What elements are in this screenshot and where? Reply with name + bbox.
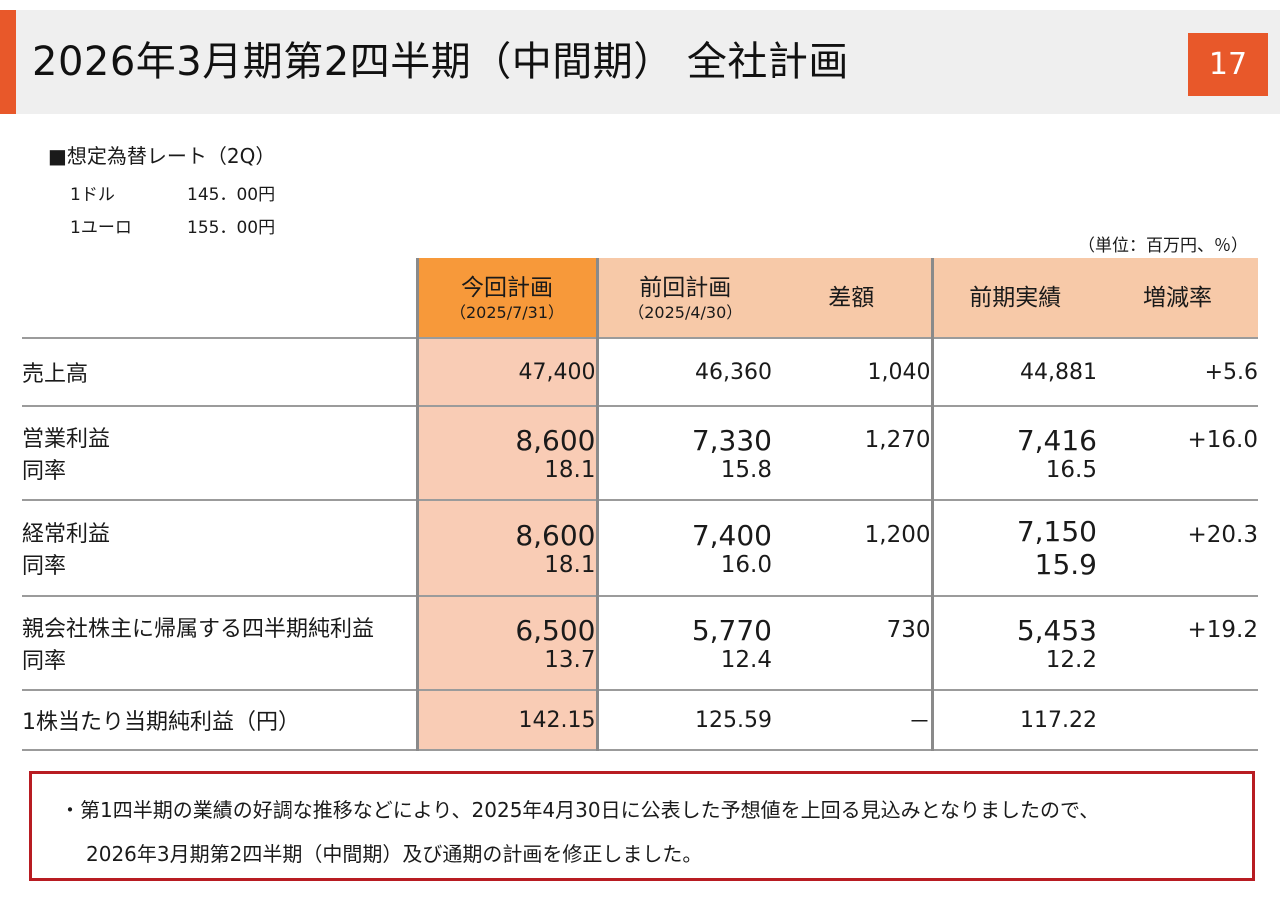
- rate-label: 同率: [22, 459, 67, 484]
- cell-previous: 7,400 16.0: [595, 500, 772, 597]
- row-label-cell: 経常利益 同率: [22, 500, 417, 597]
- value: 7,330: [691, 423, 772, 457]
- value: +20.3: [1187, 522, 1258, 548]
- value: 8,600: [515, 518, 596, 552]
- cell-change: +20.3: [1097, 500, 1258, 597]
- title-bar: [0, 10, 1280, 114]
- table-row-eps: 1株当たり当期純利益（円） 142.15 125.59 － 117.22: [22, 690, 1258, 751]
- note-line-1: ・第1四半期の業績の好調な推移などにより、2025年4月30日に公表した予想値を…: [60, 798, 1100, 822]
- fx-row-eur: 1ユーロ 155．00円: [0, 213, 400, 238]
- row-label: 営業利益: [22, 427, 111, 452]
- fx-label: 1ユーロ: [70, 218, 132, 238]
- column-header-change-rate: 増減率: [1097, 258, 1258, 339]
- column-header-difference: 差額: [772, 258, 932, 339]
- plan-table: 今回計画 （2025/7/31） 前回計画 （2025/4/30） 差額 前期実…: [22, 258, 1258, 751]
- row-label: 経常利益: [22, 522, 111, 547]
- column-header-label: 前回計画: [639, 274, 732, 301]
- page-number-badge: 17: [1188, 33, 1268, 96]
- cell-difference: 730: [772, 596, 932, 691]
- title-accent-bar: [0, 10, 16, 114]
- cell-previous: 7,330 15.8: [595, 406, 772, 501]
- value: 7,416: [1016, 423, 1097, 457]
- column-header-label: 前期実績: [969, 284, 1062, 311]
- value: 6,500: [515, 613, 596, 647]
- column-header-current-plan: 今回計画 （2025/7/31）: [415, 258, 597, 339]
- value: 5,770: [691, 613, 772, 647]
- value: 8,600: [515, 423, 596, 457]
- cell-prior: 5,453 12.2: [930, 596, 1097, 691]
- cell-change: +19.2: [1097, 596, 1258, 691]
- table-row-operating-income: 営業利益 同率 8,600 18.1 7,330 15.8 1,270: [22, 406, 1258, 501]
- column-header-label: 今回計画: [461, 274, 553, 301]
- row-label: 1株当たり当期純利益（円）: [22, 690, 417, 751]
- row-label-cell: 営業利益 同率: [22, 406, 417, 501]
- rate-label: 同率: [22, 554, 67, 579]
- cell-difference: 1,200: [772, 500, 932, 597]
- cell-current: 6,500 13.7: [415, 596, 597, 691]
- cell-current: 47,400: [415, 338, 597, 407]
- row-label: 親会社株主に帰属する四半期純利益: [22, 617, 375, 642]
- fx-rate-heading: ■想定為替レート（2Q）: [48, 144, 276, 168]
- value: 7,150: [1016, 515, 1097, 548]
- rate-value: 18.1: [544, 456, 596, 483]
- rate-value: 18.1: [544, 551, 596, 578]
- column-header-previous-plan: 前回計画 （2025/4/30）: [595, 258, 772, 339]
- rate-value: 13.7: [544, 646, 596, 673]
- value: 5,453: [1016, 613, 1097, 647]
- cell-difference: －: [772, 690, 932, 751]
- revision-note-box: ・第1四半期の業績の好調な推移などにより、2025年4月30日に公表した予想値を…: [29, 771, 1255, 881]
- column-header-label: 差額: [828, 284, 875, 311]
- cell-change: +16.0: [1097, 406, 1258, 501]
- rate-value: 12.4: [720, 646, 772, 673]
- row-label-cell: 親会社株主に帰属する四半期純利益 同率: [22, 596, 417, 691]
- cell-prior: 7,416 16.5: [930, 406, 1097, 501]
- rate-value: 16.0: [720, 551, 772, 578]
- cell-prior: 44,881: [930, 338, 1097, 407]
- cell-previous: 46,360: [595, 338, 772, 407]
- table-row-ordinary-income: 経常利益 同率 8,600 18.1 7,400 16.0 1,200: [22, 500, 1258, 597]
- value: 1,270: [864, 427, 931, 453]
- rate-value: 15.9: [1034, 548, 1097, 581]
- rate-value: 16.5: [1045, 456, 1097, 483]
- cell-prior: 7,150 15.9: [930, 500, 1097, 597]
- table-header-row: 今回計画 （2025/7/31） 前回計画 （2025/4/30） 差額 前期実…: [22, 258, 1258, 339]
- fx-value: 155．00円: [187, 218, 276, 238]
- column-header-label: 増減率: [1143, 284, 1212, 311]
- unit-note: （単位：百万円、％）: [1078, 236, 1248, 256]
- cell-previous: 125.59: [595, 690, 772, 751]
- value: +19.2: [1187, 617, 1258, 643]
- cell-current: 142.15: [415, 690, 597, 751]
- rate-value: 12.2: [1045, 646, 1097, 673]
- rate-label: 同率: [22, 649, 67, 674]
- header-blank-cell: [22, 258, 417, 339]
- page-title: 2026年3月期第2四半期（中間期） 全社計画: [32, 39, 849, 85]
- value: 1,200: [864, 522, 931, 548]
- cell-current: 8,600 18.1: [415, 500, 597, 597]
- cell-change: +5.6: [1097, 338, 1258, 407]
- cell-current: 8,600 18.1: [415, 406, 597, 501]
- cell-change: [1097, 690, 1258, 751]
- row-label: 売上高: [22, 338, 417, 407]
- fx-value: 145．00円: [187, 185, 276, 205]
- cell-previous: 5,770 12.4: [595, 596, 772, 691]
- column-header-date: （2025/4/30）: [628, 302, 743, 322]
- fx-row-usd: 1ドル 145．00円: [0, 180, 400, 205]
- rate-value: 15.8: [720, 456, 772, 483]
- column-header-date: （2025/7/31）: [449, 302, 565, 322]
- fx-label: 1ドル: [70, 185, 115, 205]
- cell-difference: 1,270: [772, 406, 932, 501]
- table-row-revenue: 売上高 47,400 46,360 1,040 44,881 +5.6: [22, 338, 1258, 407]
- value: +16.0: [1187, 427, 1258, 453]
- cell-difference: 1,040: [772, 338, 932, 407]
- note-line-2: 2026年3月期第2四半期（中間期）及び通期の計画を修正しました。: [86, 842, 703, 866]
- value: 7,400: [691, 518, 772, 552]
- value: 730: [886, 617, 931, 643]
- cell-prior: 117.22: [930, 690, 1097, 751]
- table-row-net-income: 親会社株主に帰属する四半期純利益 同率 6,500 13.7 5,770 12.…: [22, 596, 1258, 691]
- column-header-prior-actual: 前期実績: [930, 258, 1097, 339]
